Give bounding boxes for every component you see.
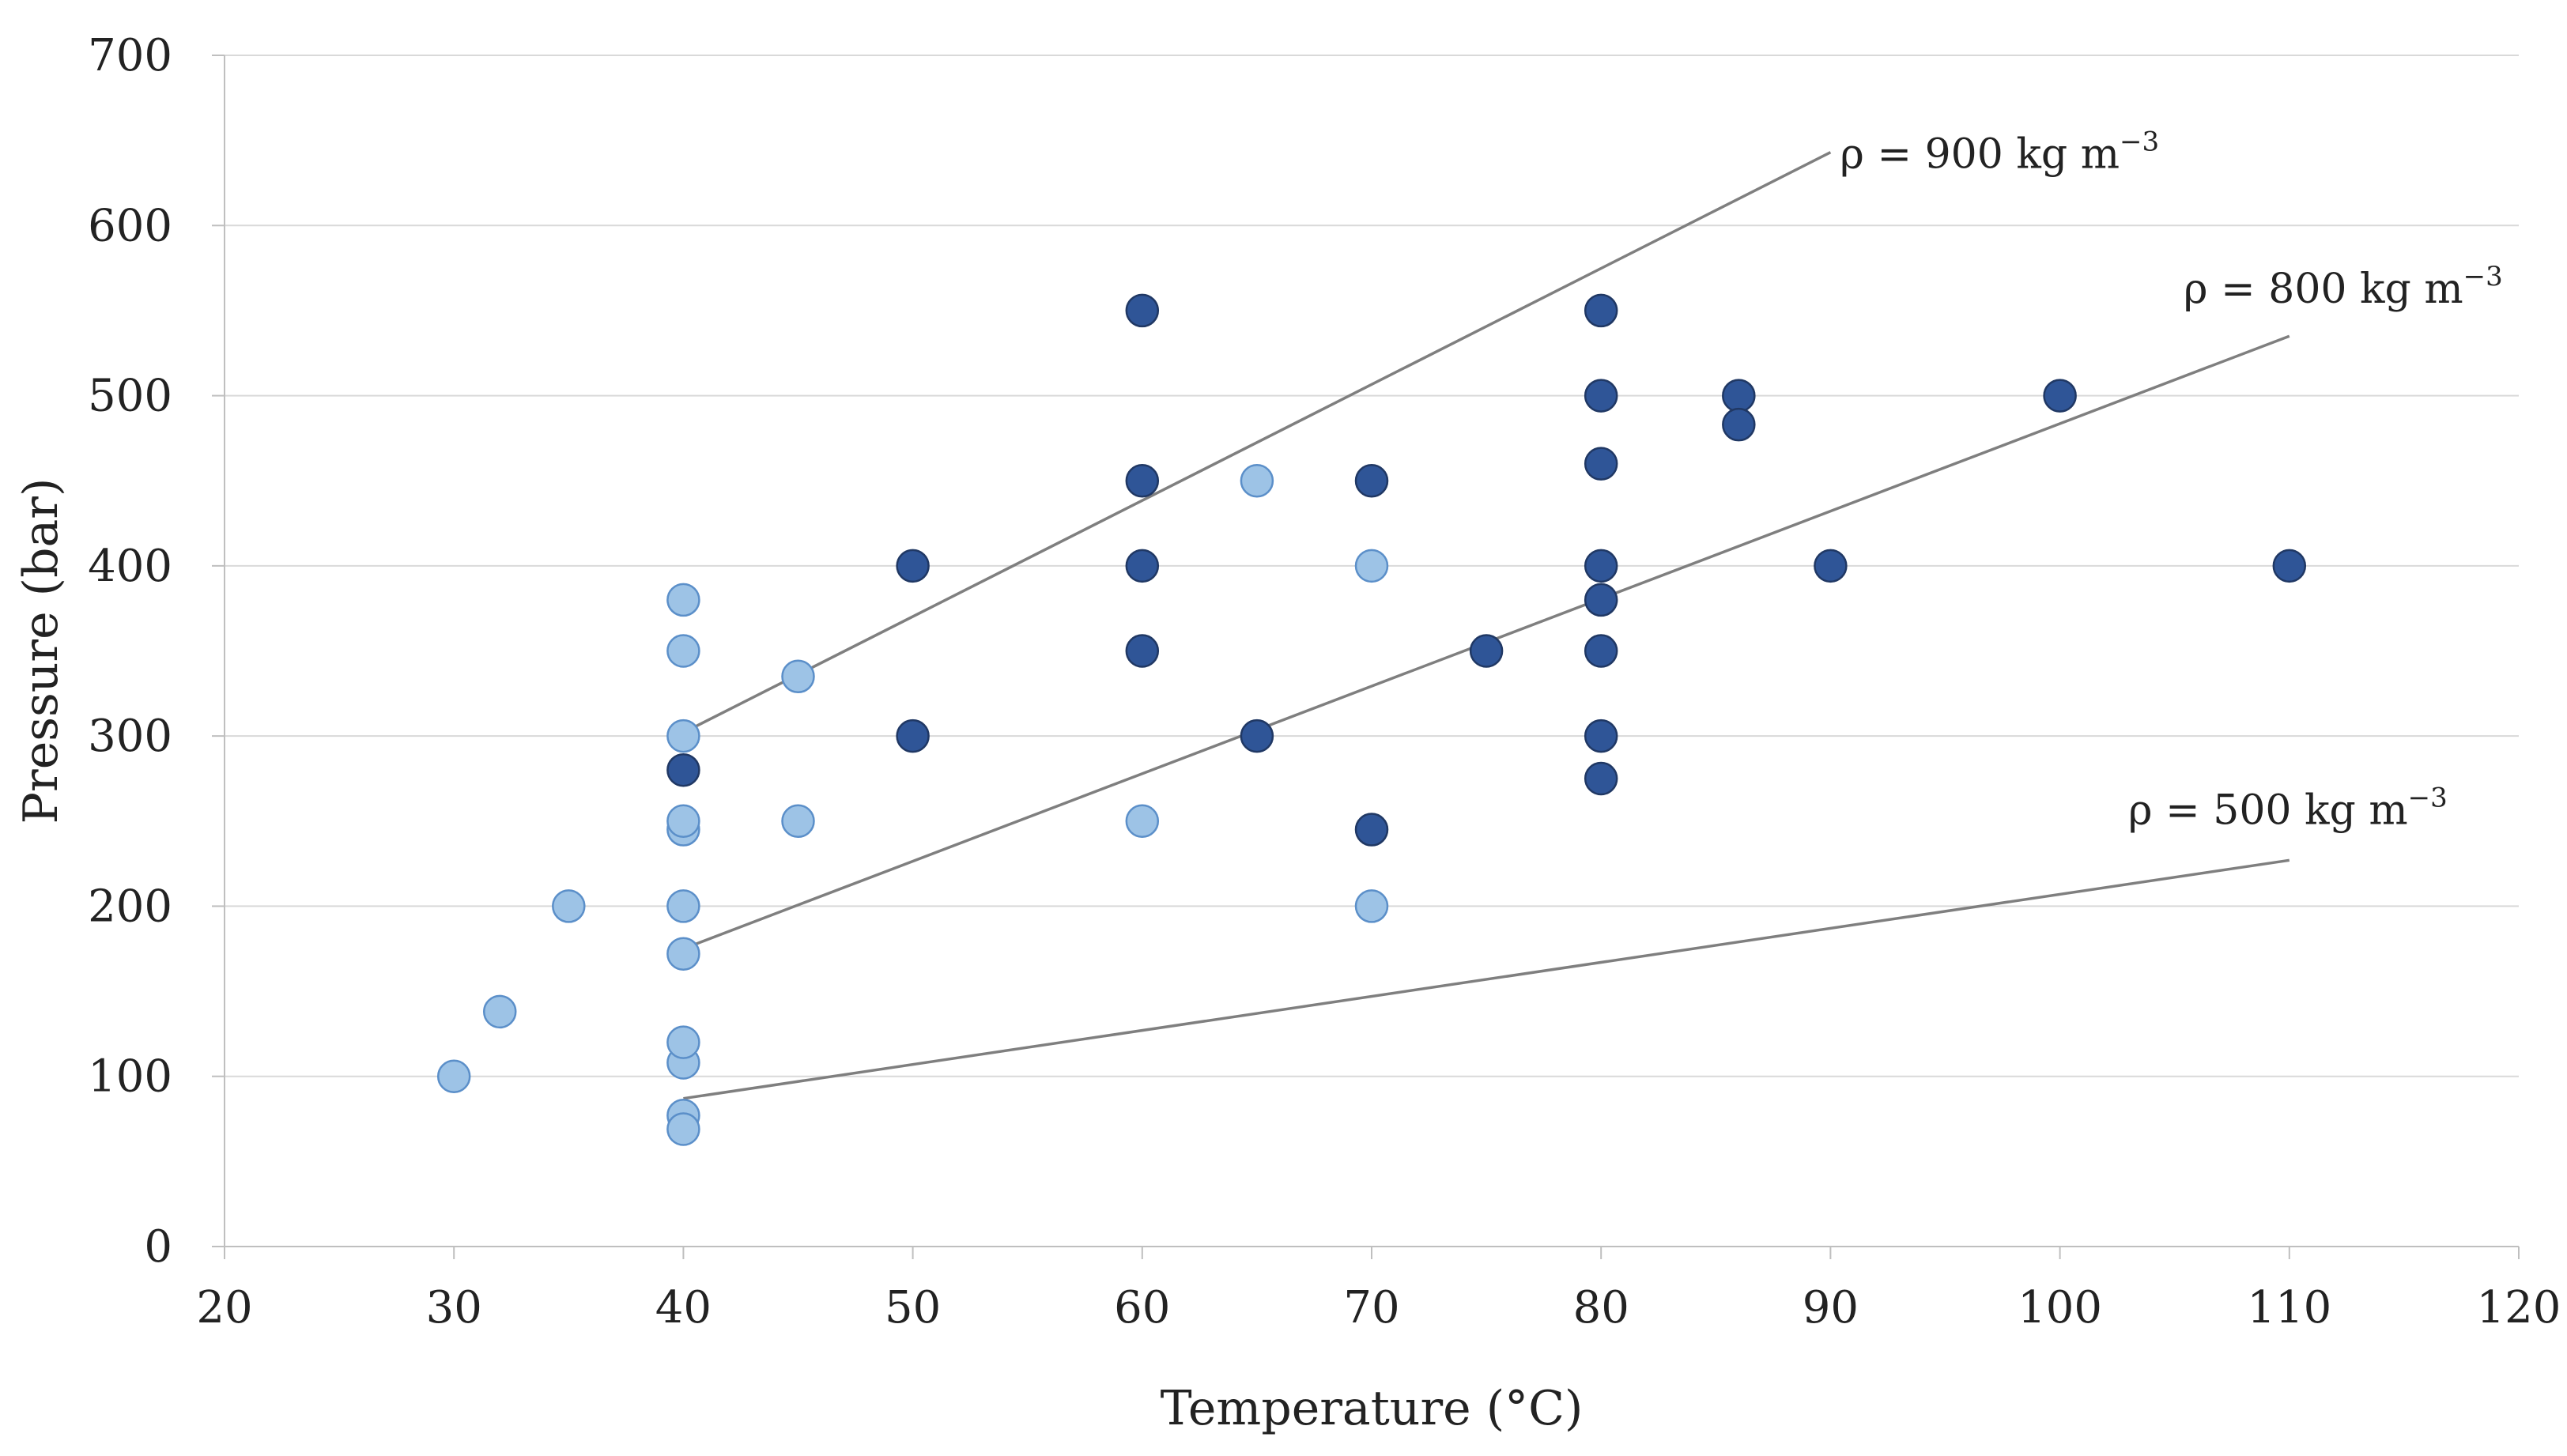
- data-point-light: [666, 1025, 700, 1059]
- data-point-dark: [1125, 293, 1160, 328]
- data-point-dark: [1584, 719, 1618, 753]
- data-point-dark: [1125, 634, 1160, 668]
- y-tick-label: 700: [88, 30, 172, 81]
- data-point-light: [482, 994, 517, 1029]
- data-point-light: [1240, 463, 1274, 498]
- data-point-light: [1354, 889, 1389, 923]
- data-point-light: [1125, 804, 1160, 839]
- data-point-dark: [1584, 634, 1618, 668]
- density-500-label: ρ = 500 kg m−3: [2128, 782, 2448, 834]
- data-point-light: [436, 1059, 471, 1093]
- y-tick-label: 400: [88, 541, 172, 592]
- data-point-dark: [1240, 719, 1274, 753]
- x-tick-label: 70: [1343, 1282, 1399, 1333]
- data-point-dark: [1354, 813, 1389, 847]
- density-lines: [682, 151, 2290, 1100]
- x-tick-label: 20: [196, 1282, 252, 1333]
- data-point-dark: [1125, 549, 1160, 583]
- x-axis-title: Temperature (°C): [1161, 1381, 1584, 1436]
- y-tick-label: 0: [144, 1221, 172, 1273]
- data-point-dark: [1125, 463, 1160, 498]
- data-point-dark: [666, 753, 700, 787]
- x-tick-label: 30: [426, 1282, 482, 1333]
- data-point-light: [666, 1112, 700, 1146]
- data-point-light: [666, 804, 700, 839]
- x-tick-label: 110: [2247, 1282, 2331, 1333]
- x-tick-label: 100: [2018, 1282, 2102, 1333]
- density-900-line: [682, 151, 1832, 734]
- density-500-line: [683, 858, 2290, 1100]
- data-point-dark: [896, 549, 930, 583]
- data-point-light: [1354, 549, 1389, 583]
- density-800-label: ρ = 800 kg m−3: [2184, 261, 2503, 313]
- y-axis-title: Pressure (bar): [13, 478, 69, 824]
- data-point-dark: [2272, 549, 2307, 583]
- x-tick-label: 50: [885, 1282, 941, 1333]
- data-point-dark: [1814, 549, 1848, 583]
- data-point-light: [666, 634, 700, 668]
- data-point-dark: [1584, 293, 1618, 328]
- data-point-light: [666, 719, 700, 753]
- y-tick-label: 600: [88, 200, 172, 251]
- data-point-dark: [896, 719, 930, 753]
- data-points: [436, 293, 2307, 1146]
- x-tick-label: 90: [1803, 1282, 1859, 1333]
- grid-layer: [225, 55, 2519, 1077]
- data-point-light: [666, 583, 700, 617]
- data-point-dark: [1584, 761, 1618, 796]
- data-point-dark: [1722, 379, 1756, 413]
- annotation-layer: ρ = 900 kg m−3 ρ = 800 kg m−3 ρ = 500 kg m…: [1840, 126, 2502, 835]
- y-tick-label: 100: [88, 1051, 172, 1103]
- y-tick-label: 200: [88, 881, 172, 932]
- data-point-dark: [1584, 447, 1618, 481]
- data-point-light: [781, 804, 815, 839]
- data-point-light: [666, 937, 700, 971]
- x-tick-label: 40: [655, 1282, 712, 1333]
- y-tick-label: 500: [88, 371, 172, 422]
- data-point-dark: [1584, 583, 1618, 617]
- x-tick-label: 120: [2477, 1282, 2561, 1333]
- data-point-dark: [1354, 463, 1389, 498]
- x-tick-label: 80: [1573, 1282, 1629, 1333]
- y-tick-label: 300: [88, 711, 172, 762]
- data-point-dark: [1584, 379, 1618, 413]
- data-point-dark: [1584, 549, 1618, 583]
- data-point-dark: [1722, 407, 1756, 442]
- data-point-light: [552, 889, 586, 923]
- data-point-dark: [1469, 634, 1504, 668]
- data-point-light: [666, 889, 700, 923]
- data-point-dark: [2043, 379, 2077, 413]
- x-tick-label: 60: [1114, 1282, 1170, 1333]
- data-point-light: [781, 659, 815, 694]
- density-900-label: ρ = 900 kg m−3: [1840, 126, 2159, 179]
- axis-layer: 0 100 200 300 400 500 600 700 20 30 40 50 60 70 80 90 10…: [88, 30, 2561, 1333]
